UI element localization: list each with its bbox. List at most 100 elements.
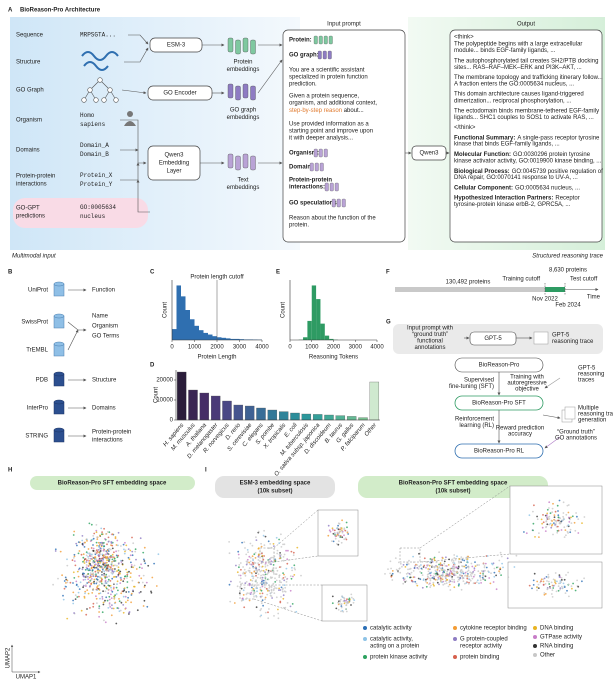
embedding-point bbox=[445, 572, 448, 575]
embedding-point bbox=[107, 564, 110, 567]
embedding-point bbox=[427, 572, 430, 575]
embedding-point bbox=[272, 543, 275, 545]
embedding-point bbox=[126, 581, 129, 583]
embedding-point bbox=[89, 563, 91, 565]
output-label: Name bbox=[92, 314, 109, 320]
embedding-point bbox=[433, 572, 436, 575]
embedding-point bbox=[243, 606, 246, 609]
embedding-point bbox=[270, 563, 272, 566]
embedding-point bbox=[102, 583, 104, 585]
embedding-point bbox=[441, 568, 444, 571]
embedding-point bbox=[108, 558, 111, 561]
embedding-point bbox=[272, 564, 275, 566]
embedding-point bbox=[537, 583, 540, 586]
embedding-point bbox=[498, 559, 501, 562]
embedding-point bbox=[230, 580, 232, 583]
input-label: predictions bbox=[16, 214, 45, 220]
embedding-point bbox=[565, 574, 567, 576]
embedding-point bbox=[261, 557, 264, 560]
embedding-point bbox=[125, 601, 127, 604]
embedding-point bbox=[442, 583, 445, 586]
embedding-point bbox=[536, 580, 539, 583]
embedding-point bbox=[280, 533, 282, 536]
embedding-point bbox=[245, 571, 248, 573]
embedding-point bbox=[266, 593, 269, 596]
embedding-point bbox=[261, 565, 264, 568]
embedding-point bbox=[65, 585, 67, 588]
embedding-point bbox=[110, 542, 113, 544]
embedding-point bbox=[513, 566, 516, 568]
input-value: GO:0005634 bbox=[80, 204, 116, 211]
y-tick-label: 10000 bbox=[156, 398, 173, 404]
embedding-point bbox=[247, 551, 250, 553]
embedding-point bbox=[96, 578, 99, 581]
embedding-point bbox=[244, 547, 246, 549]
legend-swatch bbox=[533, 635, 537, 639]
output-text: kinase that binds EGF-family ligands, ..… bbox=[454, 142, 560, 148]
output-text: sites... RAS–RAF–MEK–ERK and PI3K–AKT, .… bbox=[454, 65, 582, 71]
embedding-point bbox=[444, 569, 446, 572]
embedding-point bbox=[469, 579, 472, 582]
embedding-point bbox=[96, 586, 98, 589]
embedding-point bbox=[420, 564, 422, 566]
embedding-point bbox=[391, 572, 394, 575]
embedding-point bbox=[260, 589, 263, 592]
embedding-point bbox=[531, 587, 533, 590]
embedding-point bbox=[83, 562, 86, 564]
embedding-point bbox=[98, 545, 100, 547]
embedding-point bbox=[442, 571, 444, 574]
embedding-point bbox=[286, 562, 289, 565]
embedding-point bbox=[331, 602, 334, 605]
embedding-point bbox=[552, 578, 555, 581]
diagram-text: GPT-5 bbox=[552, 333, 570, 339]
embedding-point bbox=[89, 540, 92, 542]
embedding-point bbox=[73, 553, 76, 556]
embedding-point bbox=[115, 586, 118, 589]
footer-label: Multimodal input bbox=[12, 254, 56, 260]
embedding-point bbox=[438, 583, 440, 586]
embedding-point bbox=[241, 582, 244, 585]
histogram-bar bbox=[307, 320, 312, 340]
database-label: STRING bbox=[25, 434, 48, 440]
embedding-point bbox=[391, 570, 394, 572]
embedding-point bbox=[337, 524, 339, 527]
output-text: The polypeptide begins with a large extr… bbox=[454, 42, 582, 48]
prompt-embedding bbox=[327, 50, 332, 60]
embedding-point bbox=[293, 567, 296, 570]
embedding-point bbox=[126, 577, 128, 579]
embedding-point bbox=[66, 579, 69, 582]
embedding-point bbox=[344, 601, 346, 603]
embedding-point bbox=[120, 559, 122, 562]
embedding-point bbox=[333, 532, 336, 535]
diagram-text: fine-tuning (SFT) bbox=[449, 384, 494, 390]
embedding-point bbox=[438, 563, 440, 566]
embedding-point bbox=[97, 549, 100, 551]
embedding-point bbox=[88, 567, 91, 570]
embedding-point bbox=[334, 537, 337, 540]
panel-title: (10k subset) bbox=[435, 489, 470, 495]
embedding-point bbox=[255, 536, 257, 538]
embedding-point bbox=[101, 543, 104, 546]
embedding-point bbox=[337, 528, 340, 531]
embedding-point bbox=[272, 556, 275, 559]
embedding-point bbox=[283, 573, 285, 576]
embedding-point bbox=[464, 571, 467, 574]
embedding-point bbox=[89, 569, 91, 572]
embedding-point bbox=[563, 578, 566, 581]
embedding-point bbox=[436, 573, 439, 576]
embedding-point bbox=[255, 579, 257, 582]
embedding-point bbox=[116, 583, 118, 585]
embedding-point bbox=[285, 549, 287, 552]
embedding-point bbox=[104, 577, 107, 579]
embedding-point bbox=[436, 579, 439, 581]
embedding-point bbox=[491, 563, 494, 566]
prompt-embedding bbox=[314, 162, 319, 172]
bar bbox=[222, 400, 232, 421]
embedding-point bbox=[482, 563, 485, 565]
embedding-point bbox=[460, 569, 463, 571]
embedding-point bbox=[76, 570, 79, 573]
embedding-point bbox=[265, 568, 268, 571]
embedding-point bbox=[104, 550, 107, 553]
embedding-point bbox=[127, 556, 130, 559]
embedding-point bbox=[279, 557, 281, 560]
